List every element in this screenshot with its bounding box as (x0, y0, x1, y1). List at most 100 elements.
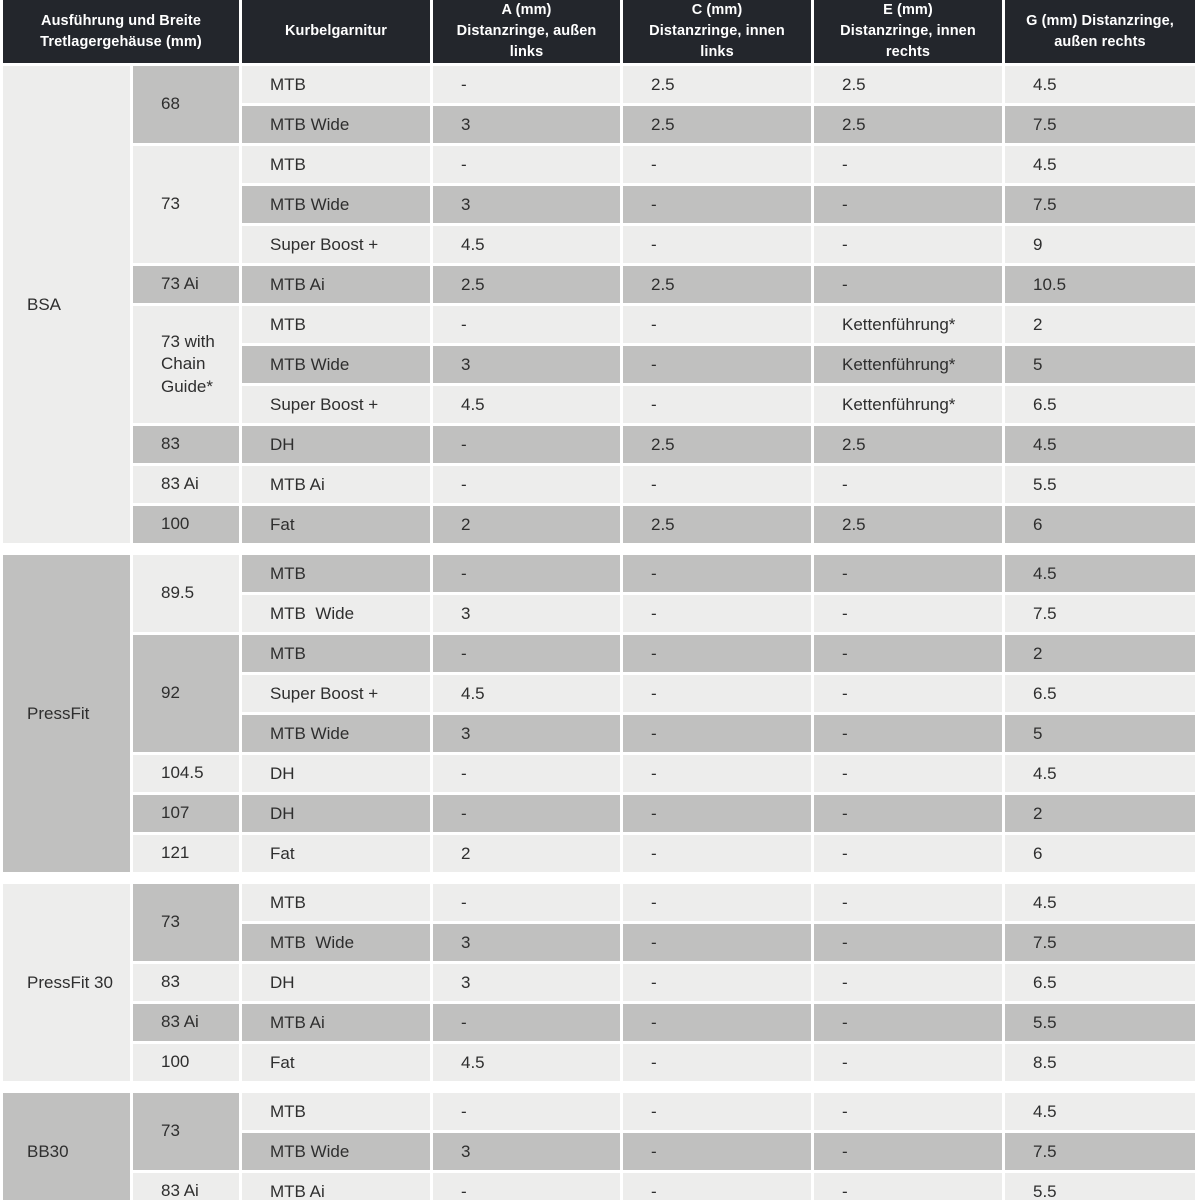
value-e-cell: - (814, 186, 1002, 223)
value-a-cell: 3 (433, 1133, 620, 1170)
value-g-cell: 2 (1005, 795, 1195, 832)
value-g-cell: 4.5 (1005, 1093, 1195, 1130)
value-c-cell: - (623, 146, 811, 183)
crankset-cell: Super Boost + (242, 675, 430, 712)
value-c-cell: - (623, 1004, 811, 1041)
crankset-cell: MTB Wide (242, 1133, 430, 1170)
value-a-cell: - (433, 1004, 620, 1041)
crankset-cell: Super Boost + (242, 226, 430, 263)
value-g-cell: 4.5 (1005, 146, 1195, 183)
crankset-cell: Fat (242, 1044, 430, 1081)
section-pressfit: PressFit 89.5 MTB - - -4.5 MTB Wide 3- -7.5 92 MTB… (3, 555, 1195, 872)
shell-width-cell: 83 (133, 426, 239, 463)
value-e-cell: - (814, 466, 1002, 503)
column-header-spacer-e: E (mm) Distanzringe, innen rechts (814, 0, 1002, 64)
value-g-cell: 10.5 (1005, 266, 1195, 303)
value-g-cell: 2 (1005, 306, 1195, 343)
shell-width-cell: 83 Ai (133, 1173, 239, 1200)
section-bb30: BB30 73 MTB - - -4.5 MTB Wide 3- -7.5 83 Ai MTB Ai… (3, 1093, 1195, 1200)
value-g-cell: 9 (1005, 226, 1195, 263)
value-e-cell: - (814, 226, 1002, 263)
value-g-cell: 4.5 (1005, 426, 1195, 463)
crankset-cell: MTB (242, 635, 430, 672)
value-c-cell: - (623, 595, 811, 632)
value-g-cell: 2 (1005, 635, 1195, 672)
value-c-cell: 2.5 (623, 66, 811, 103)
value-a-cell: 2 (433, 835, 620, 872)
value-c-cell: - (623, 835, 811, 872)
value-c-cell: 2.5 (623, 266, 811, 303)
column-header-spacer-g: G (mm) Distanzringe, außen rechts (1005, 0, 1195, 64)
value-a-cell: 2 (433, 506, 620, 543)
value-a-cell: 3 (433, 595, 620, 632)
table-body: BSA 68 MTB -2.5 2.5 4.5 MTB Wide 3 2.5 2.5 7.5 73 MT… (3, 66, 1195, 1200)
value-e-cell: Kettenführung* (814, 346, 1002, 383)
value-c-cell: - (623, 186, 811, 223)
value-g-cell: 5.5 (1005, 1173, 1195, 1200)
value-a-cell: - (433, 795, 620, 832)
crankset-cell: MTB Ai (242, 466, 430, 503)
value-c-cell: - (623, 306, 811, 343)
value-a-cell: 3 (433, 346, 620, 383)
value-a-cell: 4.5 (433, 675, 620, 712)
value-g-cell: 7.5 (1005, 1133, 1195, 1170)
column-header-spacer-c: C (mm) Distanzringe, innen links (623, 0, 811, 64)
crankset-cell: MTB (242, 306, 430, 343)
crankset-cell: MTB Wide (242, 186, 430, 223)
value-e-cell: - (814, 1004, 1002, 1041)
value-c-cell: - (623, 715, 811, 752)
crankset-cell: Fat (242, 506, 430, 543)
value-c-cell: - (623, 924, 811, 961)
value-e-cell: - (814, 595, 1002, 632)
shell-width-cell: 83 Ai (133, 466, 239, 503)
value-c-cell: - (623, 346, 811, 383)
value-e-cell: - (814, 964, 1002, 1001)
value-a-cell: 3 (433, 715, 620, 752)
value-a-cell: 4.5 (433, 386, 620, 423)
value-g-cell: 7.5 (1005, 106, 1195, 143)
standard-cell: PressFit 30 (3, 884, 130, 1081)
crankset-cell: Super Boost + (242, 386, 430, 423)
crankset-cell: MTB (242, 1093, 430, 1130)
shell-width-cell: 89.5 (133, 555, 239, 632)
value-g-cell: 4.5 (1005, 66, 1195, 103)
value-c-cell: - (623, 1173, 811, 1200)
value-a-cell: 4.5 (433, 1044, 620, 1081)
value-c-cell: - (623, 1093, 811, 1130)
value-a-cell: - (433, 755, 620, 792)
value-c-cell: - (623, 386, 811, 423)
value-e-cell: Kettenführung* (814, 306, 1002, 343)
crankset-cell: MTB (242, 66, 430, 103)
crankset-cell: MTB Wide (242, 595, 430, 632)
value-g-cell: 7.5 (1005, 186, 1195, 223)
value-a-cell: 3 (433, 186, 620, 223)
value-e-cell: - (814, 924, 1002, 961)
value-c-cell: - (623, 555, 811, 592)
crankset-cell: DH (242, 795, 430, 832)
value-a-cell: - (433, 884, 620, 921)
value-c-cell: - (623, 226, 811, 263)
value-c-cell: - (623, 466, 811, 503)
value-g-cell: 6.5 (1005, 386, 1195, 423)
crankset-cell: MTB (242, 555, 430, 592)
value-c-cell: 2.5 (623, 106, 811, 143)
shell-width-cell: 104.5 (133, 755, 239, 792)
crankset-cell: MTB Wide (242, 346, 430, 383)
value-e-cell: 2.5 (814, 66, 1002, 103)
table-header-row: Ausführung und Breite Tretlagergehäuse (… (3, 0, 1195, 64)
value-g-cell: 8.5 (1005, 1044, 1195, 1081)
value-e-cell: - (814, 755, 1002, 792)
crankset-cell: DH (242, 755, 430, 792)
crankset-cell: MTB Ai (242, 266, 430, 303)
column-header-shell-standard: Ausführung und Breite Tretlagergehäuse (… (3, 0, 239, 64)
value-c-cell: - (623, 1044, 811, 1081)
value-e-cell: - (814, 555, 1002, 592)
value-e-cell: - (814, 266, 1002, 303)
value-c-cell: - (623, 884, 811, 921)
value-g-cell: 5 (1005, 346, 1195, 383)
value-c-cell: - (623, 1133, 811, 1170)
value-g-cell: 7.5 (1005, 924, 1195, 961)
value-e-cell: - (814, 715, 1002, 752)
value-c-cell: - (623, 635, 811, 672)
shell-width-cell: 73 (133, 884, 239, 961)
